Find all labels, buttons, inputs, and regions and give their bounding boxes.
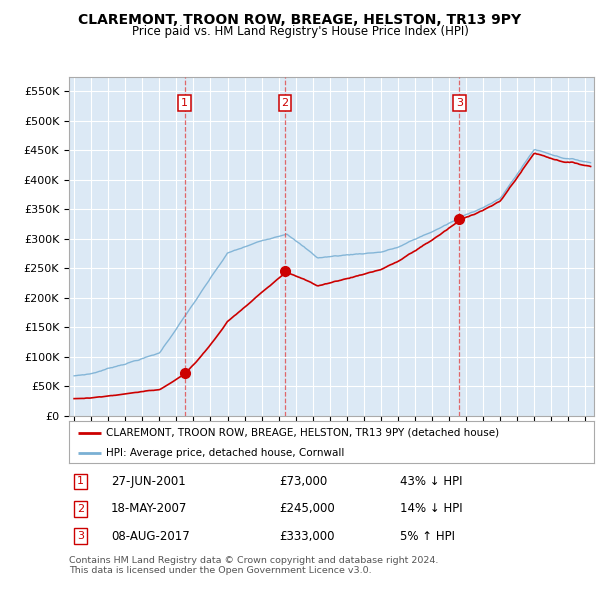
- Text: 3: 3: [77, 531, 84, 541]
- Text: 18-MAY-2007: 18-MAY-2007: [111, 502, 187, 516]
- Text: 1: 1: [77, 477, 84, 487]
- Text: HPI: Average price, detached house, Cornwall: HPI: Average price, detached house, Corn…: [106, 448, 344, 457]
- Text: £333,000: £333,000: [279, 530, 335, 543]
- Text: CLAREMONT, TROON ROW, BREAGE, HELSTON, TR13 9PY (detached house): CLAREMONT, TROON ROW, BREAGE, HELSTON, T…: [106, 428, 499, 438]
- Text: 5% ↑ HPI: 5% ↑ HPI: [400, 530, 455, 543]
- Text: 14% ↓ HPI: 14% ↓ HPI: [400, 502, 463, 516]
- Text: £245,000: £245,000: [279, 502, 335, 516]
- Text: CLAREMONT, TROON ROW, BREAGE, HELSTON, TR13 9PY: CLAREMONT, TROON ROW, BREAGE, HELSTON, T…: [79, 13, 521, 27]
- Text: 27-JUN-2001: 27-JUN-2001: [111, 475, 186, 488]
- Text: 08-AUG-2017: 08-AUG-2017: [111, 530, 190, 543]
- Text: 43% ↓ HPI: 43% ↓ HPI: [400, 475, 462, 488]
- Text: 2: 2: [281, 99, 289, 108]
- Text: Contains HM Land Registry data © Crown copyright and database right 2024.
This d: Contains HM Land Registry data © Crown c…: [69, 556, 439, 575]
- Text: 1: 1: [181, 99, 188, 108]
- Text: Price paid vs. HM Land Registry's House Price Index (HPI): Price paid vs. HM Land Registry's House …: [131, 25, 469, 38]
- Text: 3: 3: [456, 99, 463, 108]
- Text: £73,000: £73,000: [279, 475, 327, 488]
- Text: 2: 2: [77, 504, 84, 514]
